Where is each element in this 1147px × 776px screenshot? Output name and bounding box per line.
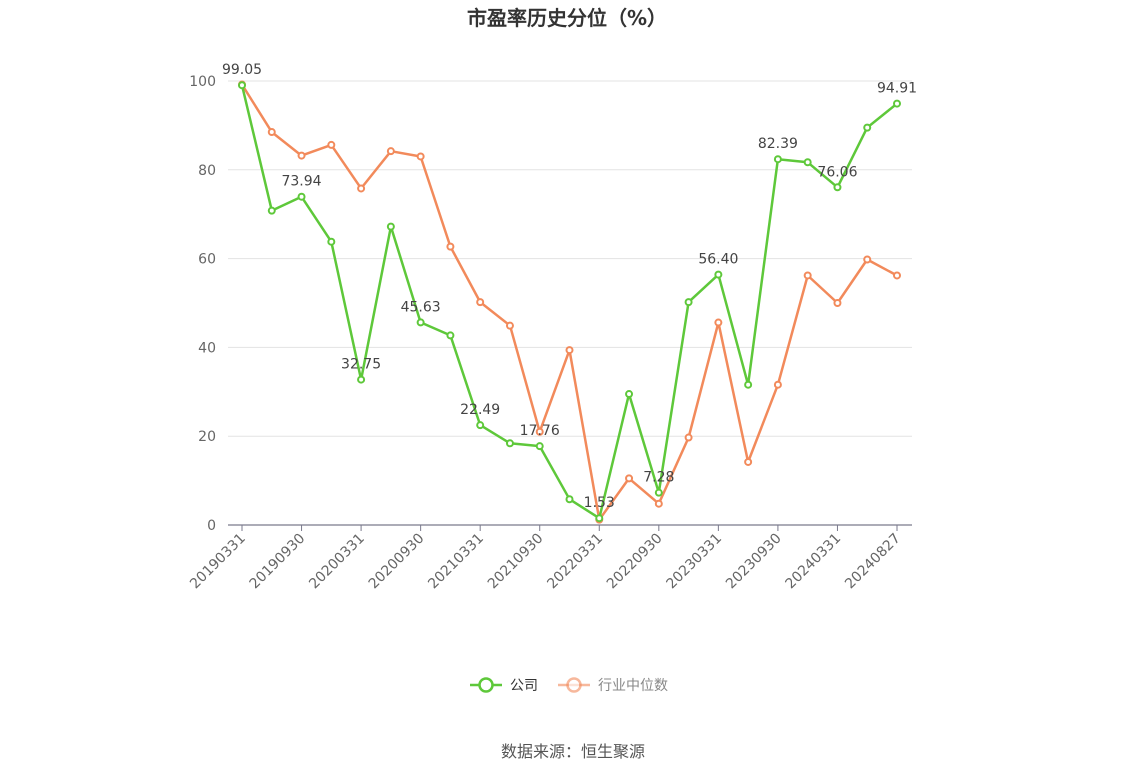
data-point [565, 346, 574, 355]
data-point [565, 495, 574, 504]
data-label: 32.75 [341, 357, 381, 373]
series-line [240, 84, 898, 520]
series-group [238, 80, 901, 524]
source-note: 数据来源：恒生聚源 [501, 742, 645, 761]
data-labels: 99.05 73.94 32.75 45.63 22.49 17.76 1.53 7.28 56… [222, 62, 917, 511]
data-point [297, 151, 306, 160]
y-tick-label: 0 [207, 518, 216, 534]
data-point [446, 242, 455, 251]
data-label: 99.05 [222, 62, 262, 78]
legend-label: 行业中位数 [598, 678, 668, 694]
data-label: 7.28 [643, 470, 674, 486]
series-line [240, 83, 898, 521]
data-label: 82.39 [758, 136, 798, 152]
x-tick-label: 20210930 [485, 531, 547, 593]
data-point [357, 375, 366, 384]
data-point [654, 488, 663, 497]
data-point [833, 299, 842, 307]
x-tick-label: 20200930 [366, 531, 428, 593]
x-tick-label: 20240331 [783, 531, 845, 593]
data-point [625, 390, 634, 399]
legend-item[interactable]: 公司 [470, 677, 538, 694]
data-point [773, 155, 782, 164]
data-point [893, 99, 901, 108]
data-point [267, 206, 276, 215]
data-label: 17.76 [520, 423, 560, 439]
data-point [446, 331, 455, 340]
x-tick-label: 20220331 [544, 531, 606, 593]
legend[interactable]: 公司 行业中位数 [470, 677, 668, 694]
data-point [863, 255, 872, 264]
data-label: 56.40 [698, 252, 738, 268]
x-axis: 2019033120190930202003312020093020210331… [187, 524, 912, 593]
data-point [297, 192, 306, 201]
data-point [714, 318, 723, 327]
data-label: 45.63 [401, 299, 441, 315]
data-point [773, 380, 782, 389]
data-point [744, 380, 753, 389]
data-point [416, 318, 425, 327]
data-point [476, 298, 485, 307]
data-point [327, 140, 336, 149]
data-point [654, 499, 663, 508]
data-point [595, 514, 604, 523]
x-tick-label: 20190930 [247, 531, 309, 593]
chart-title: 市盈率历史分位（%） [467, 6, 667, 30]
legend-label: 公司 [510, 678, 538, 694]
legend-item[interactable]: 行业中位数 [558, 677, 668, 694]
x-tick-label: 20190331 [187, 531, 249, 593]
data-point [386, 147, 395, 156]
data-label: 76.06 [817, 164, 857, 180]
data-point [267, 128, 276, 137]
data-point [625, 474, 634, 483]
y-tick-label: 80 [198, 163, 216, 179]
data-point [505, 439, 514, 448]
y-tick-label: 100 [189, 74, 216, 90]
data-label: 94.91 [877, 81, 917, 97]
y-tick-label: 20 [198, 429, 216, 445]
y-tick-label: 40 [198, 340, 216, 356]
data-point [535, 442, 544, 451]
data-point [803, 158, 812, 167]
data-point [476, 421, 485, 430]
data-point [416, 152, 425, 161]
legend-marker [566, 677, 582, 693]
y-tick-label: 60 [198, 252, 216, 268]
x-tick-label: 20230930 [723, 531, 785, 593]
data-point [803, 271, 812, 280]
x-tick-label: 20210331 [425, 531, 487, 593]
legend-marker [478, 677, 494, 693]
x-tick-label: 20230331 [663, 531, 725, 593]
data-point [238, 81, 246, 90]
x-tick-label: 20240827 [842, 531, 904, 593]
data-point [357, 184, 366, 193]
data-point [684, 298, 693, 307]
data-point [744, 457, 753, 466]
data-point [505, 321, 514, 330]
x-tick-label: 20200331 [306, 531, 368, 593]
data-point [863, 123, 872, 132]
data-point [535, 427, 544, 436]
data-point [893, 271, 901, 280]
data-label: 1.53 [584, 495, 615, 511]
grid-lines: 0 20 40 60 80 100 [189, 74, 912, 534]
data-point [386, 222, 395, 231]
data-point [684, 433, 693, 442]
data-point [714, 270, 723, 279]
data-point [833, 183, 842, 192]
data-label: 22.49 [460, 402, 500, 418]
data-label: 73.94 [281, 174, 321, 190]
x-tick-label: 20220930 [604, 531, 666, 593]
data-point [327, 237, 336, 246]
